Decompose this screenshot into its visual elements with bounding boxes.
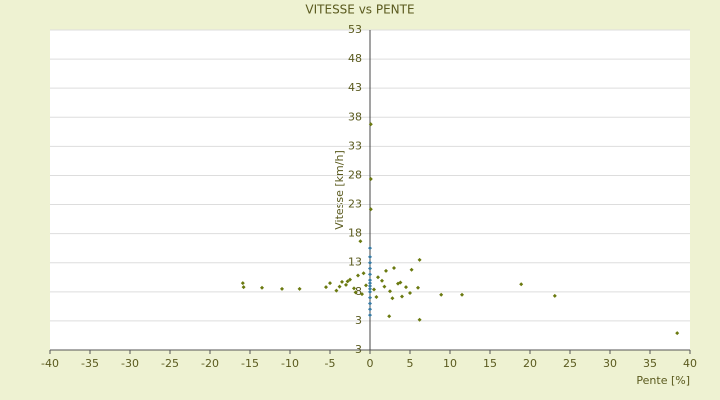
point	[328, 281, 332, 286]
point	[368, 295, 372, 300]
point	[382, 284, 387, 289]
x-tick-label: -10	[281, 357, 299, 370]
x-tick-label: 20	[523, 357, 537, 370]
x-tick-label: 30	[603, 357, 617, 370]
x-tick-label: -35	[81, 357, 99, 370]
point	[240, 281, 245, 286]
point	[352, 286, 356, 291]
x-tick-label: 15	[483, 357, 497, 370]
point	[358, 239, 363, 244]
x-tick-label: 5	[407, 357, 414, 370]
point	[392, 265, 396, 270]
point	[368, 281, 372, 286]
x-tick-label: -25	[161, 357, 179, 370]
x-tick-label: -40	[41, 357, 59, 370]
point	[368, 266, 372, 271]
x-tick-label: -15	[241, 357, 259, 370]
point	[376, 275, 380, 280]
point	[519, 282, 524, 287]
y-tick-label: 33	[348, 139, 362, 152]
point	[400, 294, 404, 299]
point	[390, 296, 395, 301]
point	[368, 313, 372, 318]
point	[334, 288, 339, 293]
point	[387, 314, 392, 319]
point	[388, 289, 392, 294]
point	[398, 280, 403, 285]
point	[356, 273, 360, 278]
point	[360, 292, 364, 297]
point	[417, 317, 422, 322]
point	[324, 285, 328, 290]
point	[416, 285, 420, 290]
point	[552, 293, 557, 298]
point	[408, 290, 412, 295]
point	[368, 307, 372, 312]
chart-title: VITESSE vs PENTE	[305, 3, 414, 17]
point	[372, 287, 376, 292]
point	[368, 278, 372, 283]
point	[297, 286, 302, 291]
x-tick-label: 40	[683, 357, 697, 370]
x-tick-label: -30	[121, 357, 139, 370]
point	[260, 285, 264, 290]
point	[368, 122, 373, 127]
x-tick-label: 10	[443, 357, 457, 370]
y-tick-label: 23	[348, 198, 362, 211]
point	[368, 289, 372, 294]
y-tick-label: 8	[355, 285, 362, 298]
x-tick-label: 0	[367, 357, 374, 370]
x-tick-label: -20	[201, 357, 219, 370]
y-tick-label: 18	[348, 227, 362, 240]
x-tick-label: -5	[325, 357, 336, 370]
point	[368, 301, 372, 306]
point	[348, 277, 352, 282]
point	[345, 279, 350, 284]
point	[364, 283, 368, 288]
point	[460, 292, 464, 297]
point	[368, 260, 372, 265]
point	[344, 282, 348, 287]
point	[675, 331, 680, 336]
point	[409, 267, 414, 272]
y-tick-label: 28	[348, 168, 362, 181]
point	[368, 284, 372, 288]
y-tick-label: 3	[355, 314, 362, 327]
point	[439, 292, 444, 297]
x-tick-label: 25	[563, 357, 577, 370]
point	[241, 285, 246, 290]
point	[368, 176, 373, 181]
point	[368, 246, 372, 251]
y-tick-label: 48	[348, 52, 362, 65]
point	[384, 268, 388, 273]
point	[417, 257, 422, 262]
y-tick-label: 38	[348, 110, 362, 123]
y-tick-label: 13	[348, 256, 362, 269]
x-tick-label: 35	[643, 357, 657, 370]
point	[337, 284, 342, 289]
y-axis-label: Vitesse [km/h]	[333, 150, 346, 230]
y-tick-label: 53	[348, 23, 362, 36]
x-axis-label: Pente [%]	[636, 374, 690, 387]
point	[353, 290, 358, 295]
point	[368, 254, 372, 259]
point	[374, 295, 379, 300]
point	[280, 286, 284, 291]
point	[368, 272, 372, 277]
point	[361, 271, 366, 276]
point	[380, 278, 384, 283]
point	[404, 285, 408, 290]
y-tick-label: 43	[348, 81, 362, 94]
point	[368, 207, 373, 212]
point	[368, 286, 372, 291]
point	[340, 279, 344, 284]
